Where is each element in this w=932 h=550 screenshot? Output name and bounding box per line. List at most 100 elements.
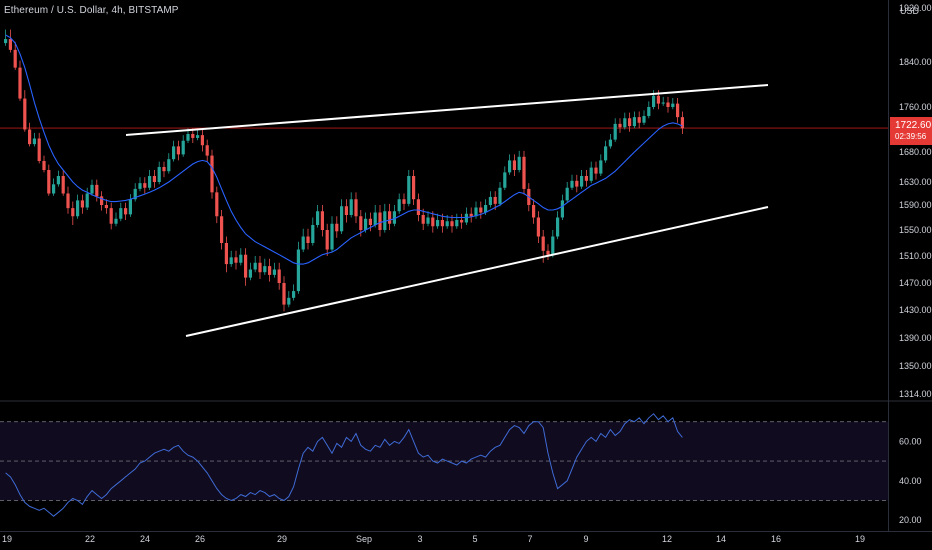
candle-body bbox=[632, 117, 636, 127]
candle-body bbox=[661, 102, 665, 104]
price-tick-label: 1760.00 bbox=[899, 102, 932, 112]
candle-body bbox=[412, 176, 416, 200]
candle-body bbox=[47, 170, 51, 194]
candle-body bbox=[551, 236, 555, 255]
time-tick-label: 5 bbox=[472, 534, 477, 544]
time-tick-label: 14 bbox=[716, 534, 726, 544]
candle-body bbox=[460, 220, 464, 223]
candle-body bbox=[90, 184, 94, 194]
candle-body bbox=[488, 196, 492, 205]
candle-body bbox=[301, 236, 305, 250]
candle-body bbox=[388, 211, 392, 224]
candle-body bbox=[320, 211, 324, 230]
candle-body bbox=[364, 218, 368, 230]
candle-body bbox=[618, 123, 622, 128]
candle-body bbox=[541, 236, 545, 251]
candle-body bbox=[392, 211, 396, 224]
candle-body bbox=[56, 176, 60, 185]
candle-body bbox=[378, 212, 382, 230]
price-tick-label: 1680.00 bbox=[899, 147, 932, 157]
candle-body bbox=[436, 220, 440, 227]
candle-body bbox=[205, 145, 209, 156]
price-tick-label: 1390.00 bbox=[899, 333, 932, 343]
candle-body bbox=[330, 223, 334, 250]
candle-body bbox=[608, 139, 612, 147]
candle-body bbox=[325, 230, 329, 250]
candle-body bbox=[85, 193, 89, 208]
candle-body bbox=[565, 187, 569, 201]
candle-body bbox=[440, 220, 444, 227]
candle-body bbox=[114, 218, 118, 224]
price-tick-label: 1920.00 bbox=[899, 3, 932, 13]
candle-body bbox=[172, 146, 176, 160]
candle-body bbox=[464, 213, 468, 223]
candle-body bbox=[474, 207, 478, 217]
time-tick-label: 7 bbox=[527, 534, 532, 544]
candle-body bbox=[575, 180, 579, 187]
candle-body bbox=[52, 184, 56, 194]
candle-body bbox=[503, 172, 507, 188]
symbol-header: Ethereum / U.S. Dollar, 4h, BITSTAMP bbox=[4, 5, 179, 16]
candle-body bbox=[340, 206, 344, 232]
candle-body bbox=[344, 206, 348, 215]
candle-body bbox=[512, 160, 516, 170]
candle-body bbox=[109, 208, 113, 224]
price-tick-label: 1840.00 bbox=[899, 57, 932, 67]
candle-body bbox=[306, 236, 310, 243]
time-tick-label: 19 bbox=[855, 534, 865, 544]
candle-body bbox=[80, 200, 84, 208]
candle-body bbox=[215, 192, 219, 217]
candle-body bbox=[580, 176, 584, 187]
candle-body bbox=[292, 291, 296, 298]
time-tick-label: 19 bbox=[2, 534, 12, 544]
candle-body bbox=[104, 205, 108, 209]
candle-body bbox=[152, 176, 156, 182]
candle-body bbox=[311, 225, 315, 243]
candle-body bbox=[176, 146, 180, 155]
candle-body bbox=[186, 134, 190, 141]
candle-body bbox=[493, 196, 497, 204]
candle-body bbox=[210, 155, 214, 193]
time-tick-label: 22 bbox=[85, 534, 95, 544]
candle-body bbox=[479, 207, 483, 213]
candle-body bbox=[450, 221, 454, 227]
candle-body bbox=[373, 212, 377, 225]
candle-body bbox=[397, 199, 401, 212]
candle-body bbox=[100, 196, 104, 205]
candle-body bbox=[589, 167, 593, 181]
time-tick-label: 29 bbox=[277, 534, 287, 544]
time-tick-label: 3 bbox=[417, 534, 422, 544]
candle-body bbox=[277, 269, 281, 283]
candle-body bbox=[359, 216, 363, 230]
last-price-tag: 1722.60 02:39:56 bbox=[890, 117, 932, 145]
candle-body bbox=[445, 221, 449, 227]
bar-countdown: 02:39:56 bbox=[895, 132, 927, 141]
candle-body bbox=[167, 159, 171, 172]
candle-body bbox=[676, 103, 680, 118]
candle-body bbox=[517, 156, 521, 170]
candle-body bbox=[599, 160, 603, 174]
candle-body bbox=[28, 129, 32, 145]
candle-body bbox=[532, 205, 536, 218]
rsi-tick-label: 20.00 bbox=[899, 515, 922, 525]
candle-body bbox=[584, 176, 588, 181]
candle-body bbox=[613, 123, 617, 140]
candle-body bbox=[148, 176, 152, 188]
time-tick-label: 12 bbox=[662, 534, 672, 544]
price-tick-label: 1630.00 bbox=[899, 177, 932, 187]
upper-trendline bbox=[125, 84, 769, 136]
time-tick-label: Sep bbox=[356, 534, 372, 544]
rsi-tick-label: 60.00 bbox=[899, 436, 922, 446]
price-tick-label: 1510.00 bbox=[899, 251, 932, 261]
candle-body bbox=[23, 98, 27, 130]
candle-body bbox=[220, 216, 224, 243]
candle-body bbox=[13, 49, 17, 68]
time-tick-label: 9 bbox=[583, 534, 588, 544]
currency-label: USD bbox=[900, 6, 920, 16]
candle-body bbox=[61, 176, 65, 194]
candle-body bbox=[628, 118, 632, 127]
price-tick-label: 1550.00 bbox=[899, 225, 932, 235]
candle-body bbox=[253, 262, 257, 270]
candle-body bbox=[469, 213, 473, 217]
